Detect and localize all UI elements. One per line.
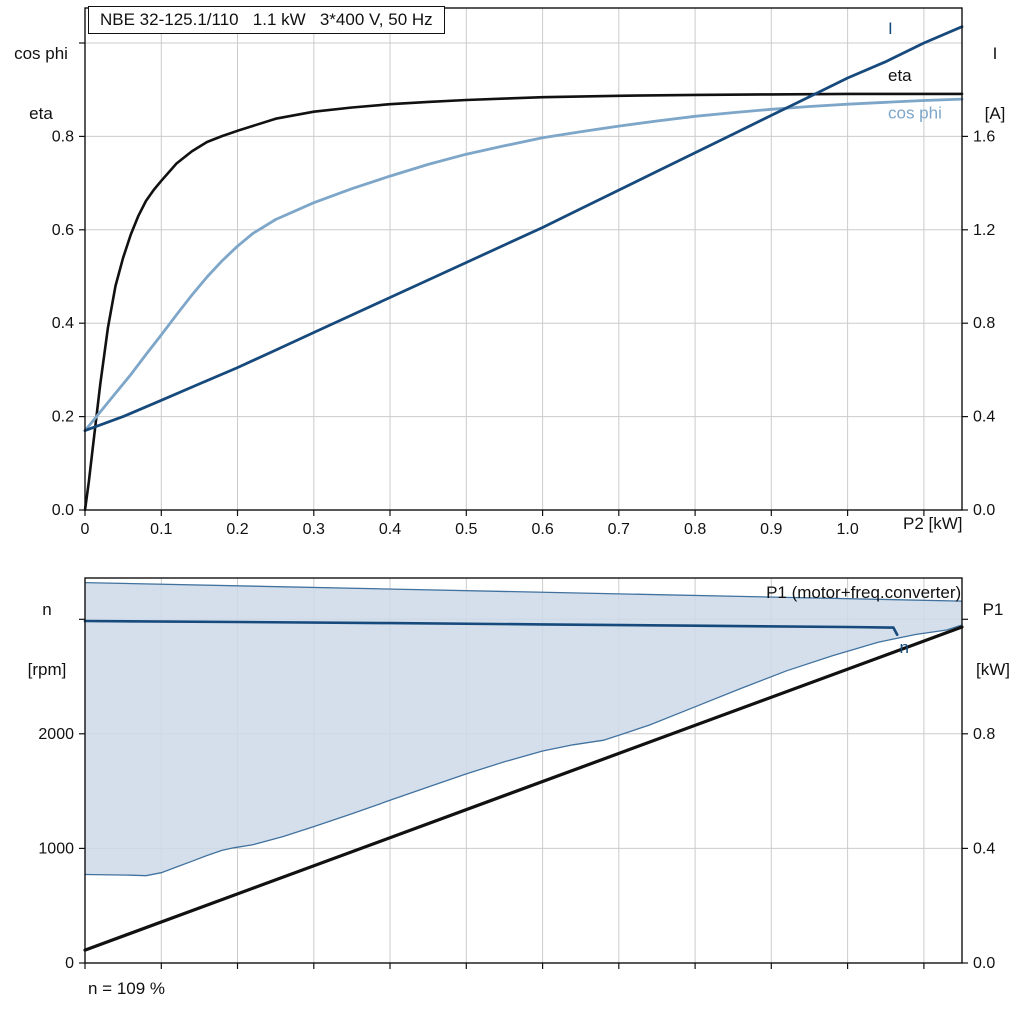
left-axis-title-line2: eta [29, 104, 53, 123]
svg-text:0.0: 0.0 [52, 502, 74, 519]
left-axis-title-top-chart: cos phi eta [4, 4, 78, 164]
left-axis-title-line1: n [42, 600, 52, 619]
left-axis-title-bottom-chart: n [rpm] [14, 560, 80, 720]
chart-title-box: NBE 32-125.1/110 1.1 kW 3*400 V, 50 Hz [88, 6, 445, 34]
gridlines [85, 8, 962, 510]
axis-tick-labels: 0 0.1 0.2 0.3 0.4 0.5 0.6 0.7 0.8 0.9 1.0 0.0 0.2 0.4… [52, 128, 996, 538]
axis-tick-marks [79, 42, 968, 516]
right-axis-title-line2: [kW] [976, 660, 1010, 679]
svg-text:0.3: 0.3 [303, 521, 325, 538]
svg-text:1.2: 1.2 [973, 222, 995, 239]
svg-text:0.8: 0.8 [973, 726, 995, 743]
speed-operating-envelope [85, 582, 962, 876]
svg-text:0.4: 0.4 [973, 409, 995, 426]
svg-text:1.0: 1.0 [836, 521, 858, 538]
axis-tick-marks [79, 618, 968, 969]
envelope-lower-edge [84, 624, 963, 877]
right-axis-title-line1: P1 [982, 600, 1004, 619]
svg-text:0.9: 0.9 [760, 521, 782, 538]
curve-current [83, 25, 964, 433]
svg-text:0: 0 [65, 955, 74, 972]
curve-label-cos-phi: cos phi [888, 104, 942, 123]
speed-percentage-annotation: n = 109 % [88, 979, 166, 998]
motor-performance-chart: 0 0.1 0.2 0.3 0.4 0.5 0.6 0.7 0.8 0.9 1.0 0.0 0.2 0.4… [52, 7, 996, 538]
curve-p1 [83, 625, 964, 952]
plot-frame [84, 577, 963, 964]
svg-text:0.8: 0.8 [52, 128, 74, 145]
svg-text:0: 0 [81, 521, 90, 538]
curve-cos-phi [83, 97, 964, 433]
axis-tick-labels: 0 1000 2000 0.0 0.4 0.8 [38, 726, 995, 972]
svg-text:0.6: 0.6 [531, 521, 553, 538]
svg-text:0.7: 0.7 [608, 521, 630, 538]
svg-text:2000: 2000 [38, 726, 74, 743]
right-axis-title-line1: I [992, 44, 998, 63]
left-axis-title-line2: [rpm] [27, 660, 67, 679]
svg-text:1000: 1000 [38, 840, 74, 857]
envelope-upper-edge [84, 581, 963, 602]
svg-text:0.0: 0.0 [973, 502, 995, 519]
right-axis-title-bottom-chart: P1 [kW] [966, 560, 1020, 720]
svg-text:0.8: 0.8 [973, 315, 995, 332]
svg-text:0.0: 0.0 [973, 955, 995, 972]
svg-text:1.6: 1.6 [973, 128, 995, 145]
speed-power-chart: 0 1000 2000 0.0 0.4 0.8 P1 (motor+freq.convert… [38, 577, 995, 972]
svg-text:0.6: 0.6 [52, 222, 74, 239]
curve-label-i: I [888, 19, 893, 38]
curve-label-eta: eta [888, 66, 912, 85]
curve-label-n: n [900, 638, 909, 657]
svg-text:0.2: 0.2 [52, 409, 74, 426]
svg-text:0.2: 0.2 [226, 521, 248, 538]
plot-frame [84, 7, 963, 511]
left-axis-title-line1: cos phi [14, 44, 68, 63]
right-axis-title-line2: [A] [984, 104, 1006, 123]
curve-eta [83, 92, 964, 512]
curve-speed [83, 619, 899, 636]
right-axis-title-top-chart: I [A] [970, 4, 1020, 164]
svg-text:0.5: 0.5 [455, 521, 477, 538]
svg-text:0.4: 0.4 [52, 315, 74, 332]
svg-text:0.4: 0.4 [379, 521, 401, 538]
x-axis-title-top-chart: P2 [kW] [903, 514, 963, 533]
svg-text:0.8: 0.8 [684, 521, 706, 538]
svg-text:0.1: 0.1 [150, 521, 172, 538]
curve-label-p1-motor-freq-converter-: P1 (motor+freq.converter) [766, 583, 961, 602]
svg-text:0.4: 0.4 [973, 840, 995, 857]
